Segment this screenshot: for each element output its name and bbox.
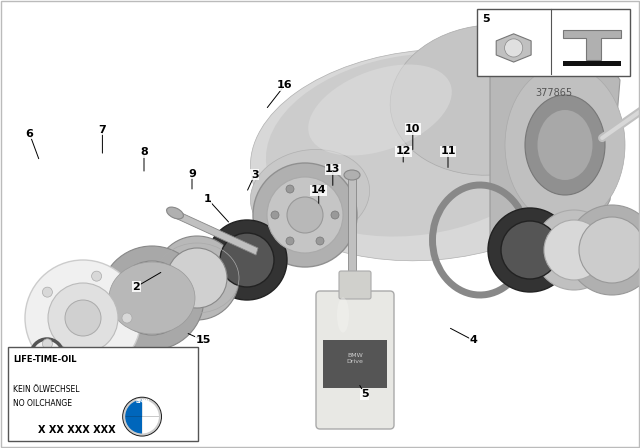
Text: 16: 16 xyxy=(277,80,292,90)
Text: 10: 10 xyxy=(405,124,420,134)
Text: 11: 11 xyxy=(440,146,456,156)
Polygon shape xyxy=(173,210,258,255)
Circle shape xyxy=(534,210,614,290)
Circle shape xyxy=(122,313,132,323)
Circle shape xyxy=(207,220,287,300)
Circle shape xyxy=(488,208,572,292)
Text: LIFE-TIME-OIL: LIFE-TIME-OIL xyxy=(13,355,77,364)
Polygon shape xyxy=(496,34,531,62)
Text: 5: 5 xyxy=(482,14,490,24)
Circle shape xyxy=(271,211,279,219)
Circle shape xyxy=(92,355,102,365)
Text: 12: 12 xyxy=(396,146,411,156)
Circle shape xyxy=(92,271,102,281)
Text: 2: 2 xyxy=(132,282,140,292)
Text: 1: 1 xyxy=(204,194,212,204)
Circle shape xyxy=(253,163,357,267)
Circle shape xyxy=(122,397,162,436)
FancyBboxPatch shape xyxy=(316,291,394,429)
Ellipse shape xyxy=(538,110,593,180)
Ellipse shape xyxy=(250,150,370,241)
Text: 8: 8 xyxy=(140,147,148,157)
Text: 6: 6 xyxy=(26,129,33,138)
Circle shape xyxy=(115,261,189,335)
Wedge shape xyxy=(124,417,142,435)
Text: 13: 13 xyxy=(325,164,340,174)
Circle shape xyxy=(316,237,324,245)
Text: 377865: 377865 xyxy=(535,88,572,98)
Circle shape xyxy=(286,237,294,245)
Text: 15: 15 xyxy=(196,336,211,345)
Circle shape xyxy=(501,221,559,279)
Text: BMW
Drive: BMW Drive xyxy=(347,353,364,364)
Polygon shape xyxy=(490,30,620,260)
Text: NO OILCHANGE: NO OILCHANGE xyxy=(13,399,72,408)
Circle shape xyxy=(316,185,324,193)
Circle shape xyxy=(48,283,118,353)
Circle shape xyxy=(579,217,640,283)
Circle shape xyxy=(567,205,640,295)
Circle shape xyxy=(287,197,323,233)
Circle shape xyxy=(42,339,52,349)
Wedge shape xyxy=(142,399,160,417)
Bar xyxy=(563,61,621,66)
Text: 9: 9 xyxy=(188,169,196,179)
Circle shape xyxy=(544,220,604,280)
Ellipse shape xyxy=(109,262,195,334)
Circle shape xyxy=(155,236,239,320)
Ellipse shape xyxy=(308,65,452,155)
Text: X XX XXX XXX: X XX XXX XXX xyxy=(38,425,116,435)
Circle shape xyxy=(220,233,274,287)
Text: KEIN ÖLWECHSEL: KEIN ÖLWECHSEL xyxy=(13,385,80,394)
Circle shape xyxy=(286,185,294,193)
Circle shape xyxy=(267,177,343,253)
Circle shape xyxy=(504,39,523,57)
Ellipse shape xyxy=(166,207,184,219)
Ellipse shape xyxy=(505,65,625,225)
Ellipse shape xyxy=(337,297,349,332)
Circle shape xyxy=(100,246,204,350)
FancyBboxPatch shape xyxy=(339,271,371,299)
Ellipse shape xyxy=(390,25,590,175)
Wedge shape xyxy=(124,399,142,417)
Circle shape xyxy=(65,300,101,336)
Circle shape xyxy=(331,211,339,219)
Polygon shape xyxy=(348,175,356,275)
Text: 14: 14 xyxy=(311,185,326,195)
Text: 4: 4 xyxy=(470,336,477,345)
Wedge shape xyxy=(142,417,160,435)
Bar xyxy=(8,347,198,441)
Text: 7: 7 xyxy=(99,125,106,135)
Ellipse shape xyxy=(525,95,605,195)
Circle shape xyxy=(25,260,141,376)
Ellipse shape xyxy=(250,49,609,261)
Circle shape xyxy=(167,248,227,308)
Text: BMW: BMW xyxy=(135,399,149,404)
Text: 3: 3 xyxy=(251,170,259,180)
Ellipse shape xyxy=(344,170,360,180)
Text: 5: 5 xyxy=(361,389,369,399)
FancyBboxPatch shape xyxy=(323,340,387,388)
Bar xyxy=(477,9,630,76)
Circle shape xyxy=(42,287,52,297)
Polygon shape xyxy=(563,30,621,60)
Ellipse shape xyxy=(266,53,564,237)
